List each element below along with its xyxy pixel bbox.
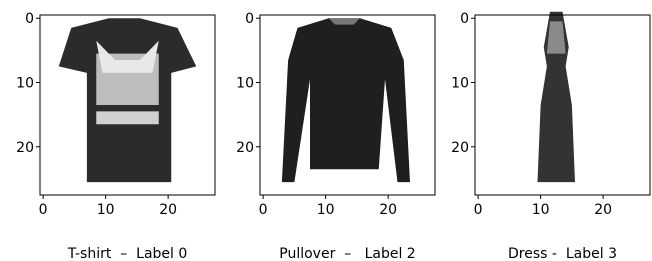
caption: Dress - Label 3 [508,246,617,261]
y-tick-label: 20 [16,140,34,156]
garment-shape [547,21,566,53]
figure: 0 10 20 0 10 20 T-shirt – Label 0 0 10 20 0 10 20 Pul… [0,0,652,261]
y-tick-label: 10 [16,76,34,92]
x-tick-label: 0 [39,202,48,218]
caption: T-shirt – Label 0 [67,246,188,261]
y-tick-label: 10 [451,76,469,92]
y-tick-label: 0 [245,11,254,27]
y-tick-label: 0 [460,11,469,27]
x-tick-label: 20 [379,202,397,218]
x-tick-label: 10 [532,202,550,218]
x-tick-label: 0 [474,202,483,218]
x-tick-label: 20 [594,202,612,218]
panel: 0 10 20 0 10 20 T-shirt – Label 0 [16,11,215,261]
caption: Pullover – Label 2 [279,246,415,261]
y-tick-label: 10 [236,76,254,92]
panel: 0 10 20 0 10 20 Pullover – Label 2 [236,11,435,261]
x-tick-label: 10 [317,202,335,218]
page: {"chart_data": [ {"type": "image", "xlab… [0,0,652,261]
panel: 0 10 20 0 10 20 Dress - Label 3 [451,11,650,261]
x-tick-label: 10 [97,202,115,218]
y-tick-label: 20 [236,140,254,156]
x-tick-label: 20 [159,202,177,218]
y-tick-label: 20 [451,140,469,156]
x-tick-label: 0 [259,202,268,218]
garment-shape [96,111,159,124]
y-tick-label: 0 [25,11,34,27]
